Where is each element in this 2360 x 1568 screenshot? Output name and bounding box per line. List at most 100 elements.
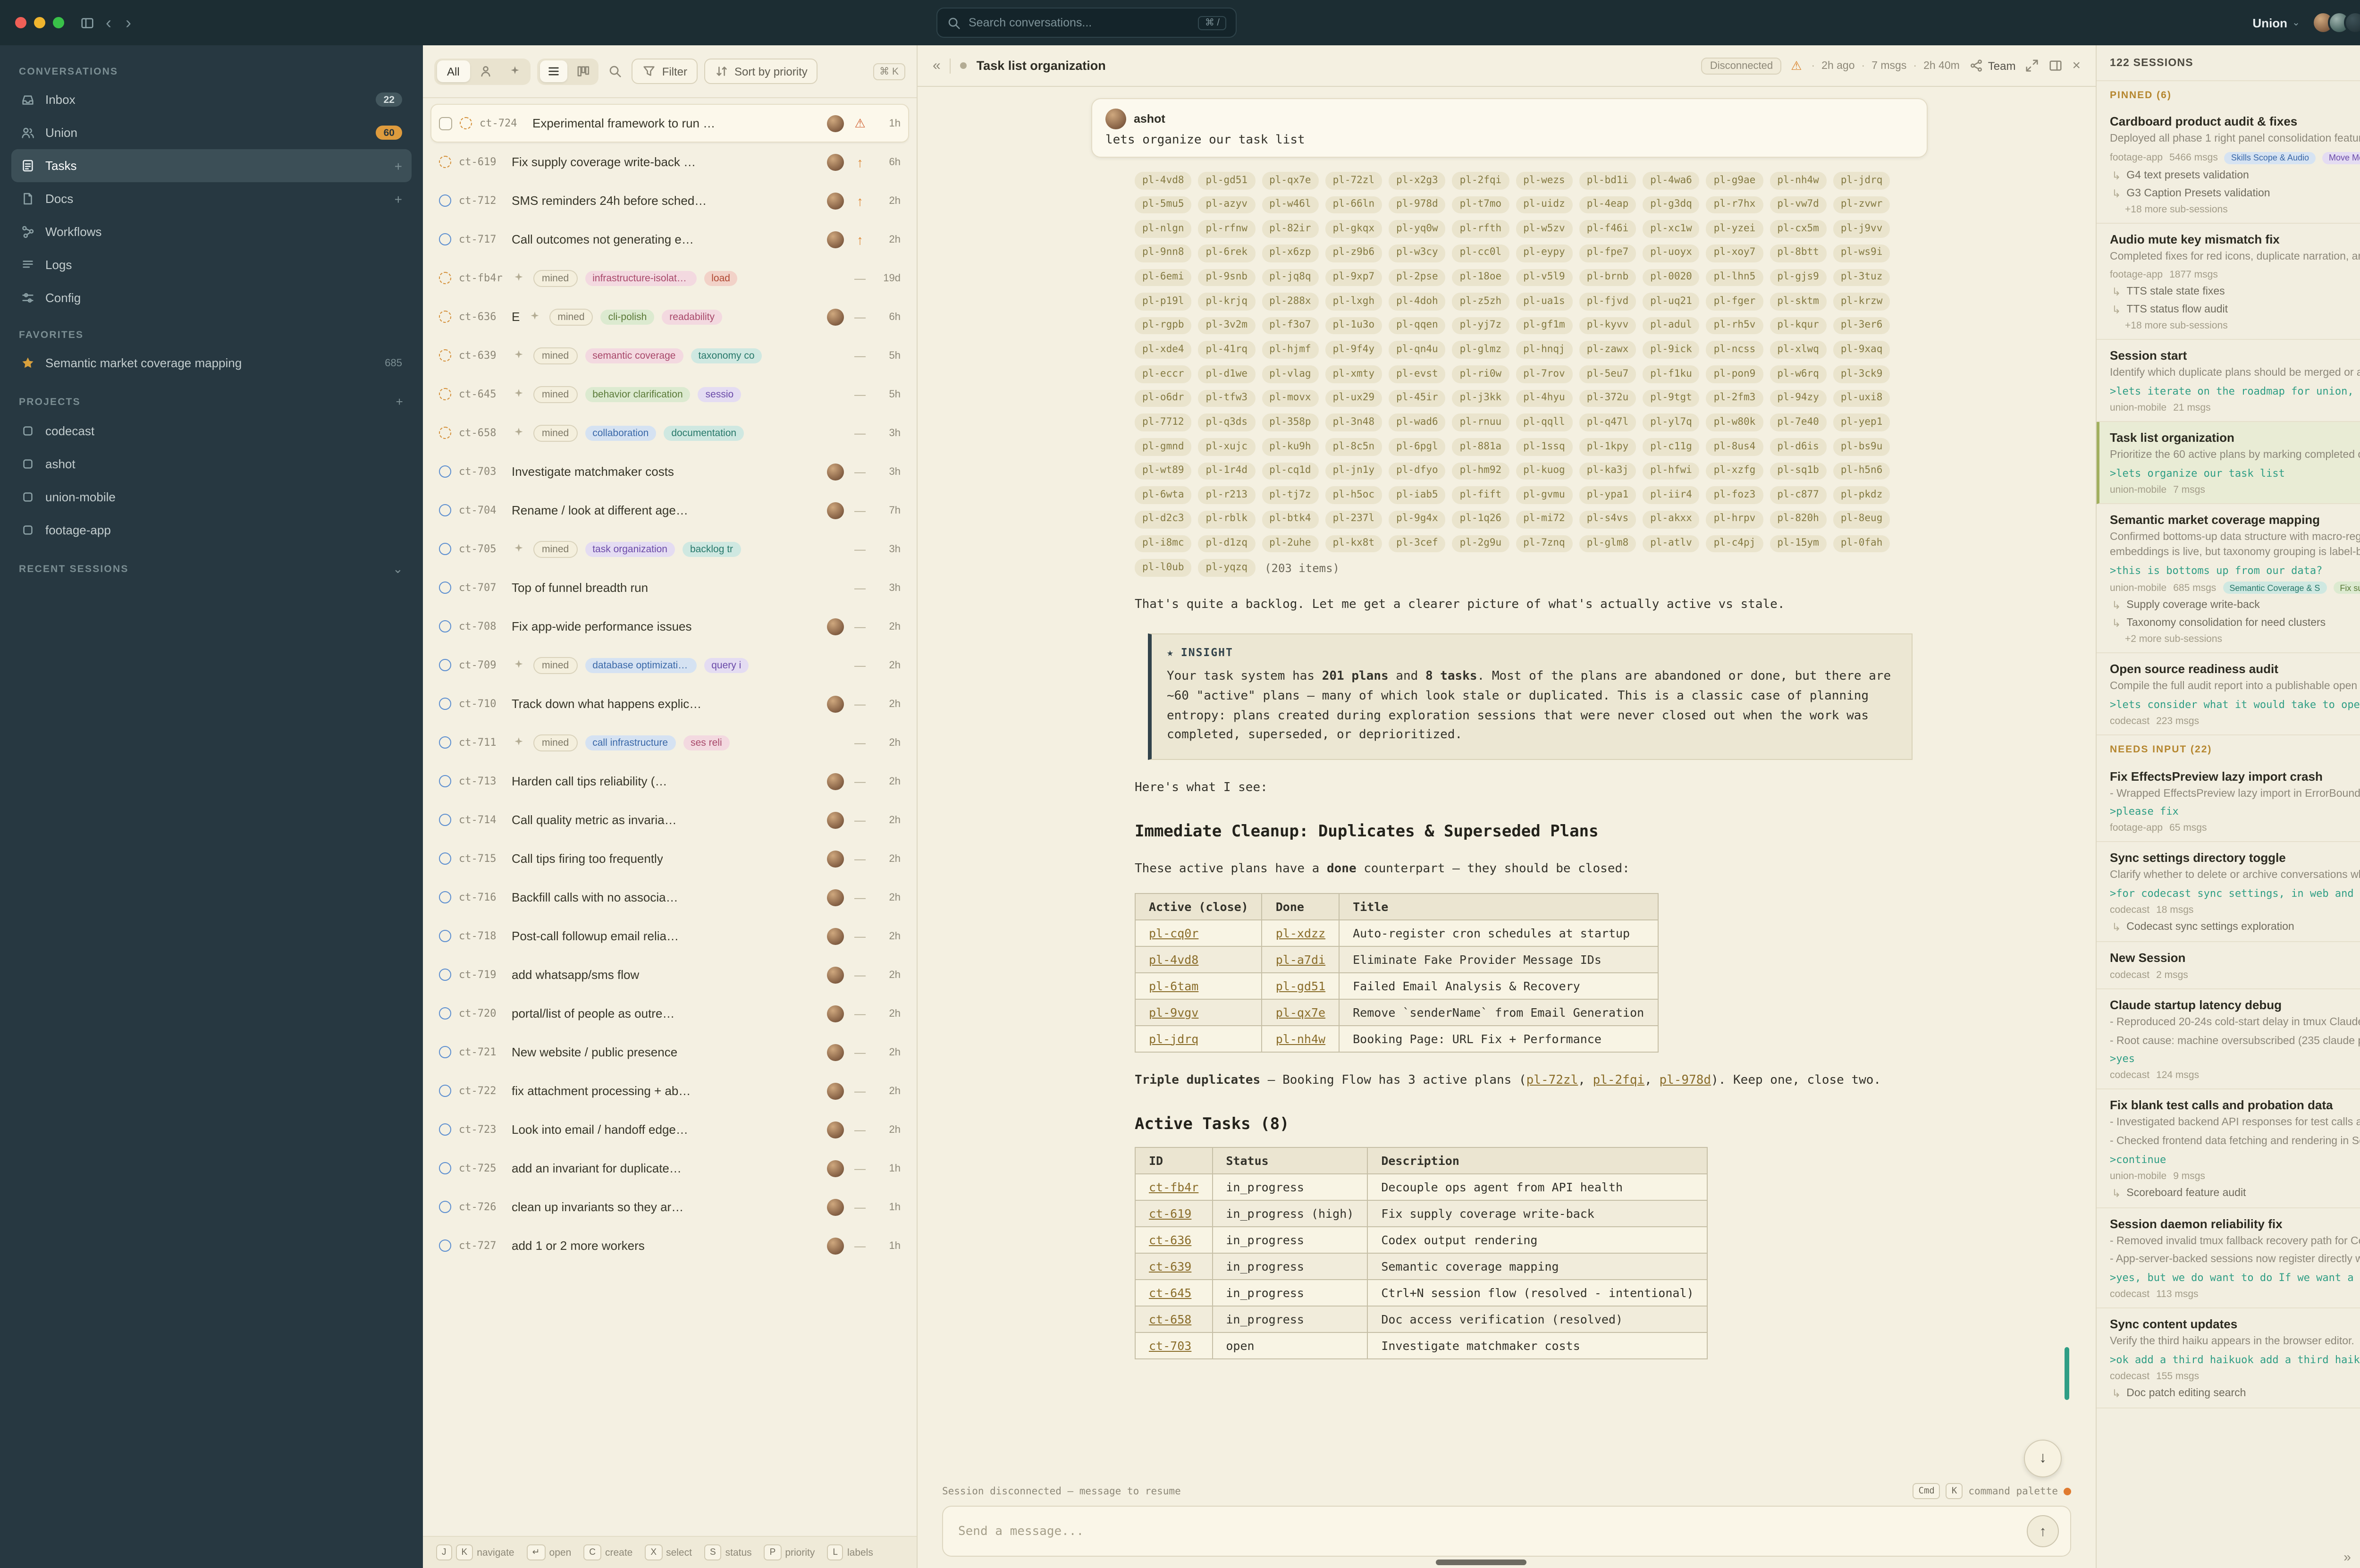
status-icon[interactable] (439, 194, 451, 207)
plan-chip[interactable]: pl-9nn8 (1135, 244, 1192, 262)
plan-chip[interactable]: pl-gvmu (1516, 486, 1573, 504)
plan-chip[interactable]: pl-820h (1770, 510, 1827, 529)
plan-chip[interactable]: pl-7znq (1516, 535, 1573, 553)
id-link[interactable]: ct-636 (1149, 1232, 1192, 1247)
plan-chip[interactable]: pl-kx8t (1325, 535, 1382, 553)
plan-chip[interactable]: pl-uidz (1516, 196, 1573, 214)
label-tag[interactable]: semantic coverage (585, 348, 683, 363)
plan-chip[interactable]: pl-wezs (1516, 172, 1573, 190)
plan-chip[interactable]: pl-c11g (1643, 438, 1700, 456)
plan-chip[interactable]: pl-w6rq (1770, 365, 1827, 383)
plan-chip[interactable]: pl-krzw (1833, 293, 1890, 311)
plan-chip[interactable]: pl-hjmf (1262, 341, 1319, 359)
plan-chip[interactable]: pl-d2c3 (1135, 510, 1192, 529)
mined-tag[interactable]: mined (533, 386, 578, 403)
plan-chip[interactable]: pl-eypy (1516, 244, 1573, 262)
plan-chip[interactable]: pl-hrpv (1706, 510, 1763, 529)
plan-chip[interactable]: pl-4doh (1389, 293, 1446, 311)
plan-chip[interactable]: pl-0fah (1833, 535, 1890, 553)
plan-chip[interactable]: pl-rgpb (1135, 317, 1192, 335)
plan-chip[interactable]: pl-ncss (1706, 341, 1763, 359)
plan-chip[interactable]: pl-6rek (1198, 244, 1256, 262)
plan-chip[interactable]: pl-wad6 (1389, 413, 1446, 432)
id-link[interactable]: pl-qx7e (1275, 1005, 1326, 1019)
status-icon[interactable] (439, 1007, 451, 1020)
assignee-avatar[interactable] (827, 231, 844, 248)
task-row[interactable]: ct-724 Experimental framework to run … ⚠ 1h (430, 104, 909, 143)
plan-chip[interactable]: pl-x2g3 (1389, 172, 1446, 190)
more-sub-sessions[interactable]: +18 more sub-sessions (2125, 203, 2228, 215)
plan-chip[interactable]: pl-s4vs (1579, 510, 1636, 529)
plan-chip[interactable]: pl-45ir (1389, 389, 1446, 407)
plan-chip[interactable]: pl-1q26 (1452, 510, 1509, 529)
plan-chip[interactable]: pl-6emi (1135, 269, 1192, 287)
plan-chip[interactable]: pl-w46l (1262, 196, 1319, 214)
sidebar-item-docs[interactable]: Docs + (11, 182, 412, 215)
label-tag[interactable]: task organization (585, 541, 675, 556)
plan-chip[interactable]: pl-vw7d (1770, 196, 1827, 214)
plan-chip[interactable]: pl-hfwi (1643, 462, 1700, 480)
task-row[interactable]: ct-711 mined call infrastructure ses reli — 2… (430, 723, 909, 762)
id-link[interactable]: pl-4vd8 (1149, 952, 1199, 966)
plan-chip[interactable]: pl-adul (1643, 317, 1700, 335)
plan-chip[interactable]: pl-krjq (1198, 293, 1256, 311)
status-icon[interactable] (439, 1046, 451, 1058)
status-icon[interactable] (439, 659, 451, 671)
id-link[interactable]: pl-6tam (1149, 978, 1199, 993)
plan-chip[interactable]: pl-yqzq (1198, 559, 1256, 577)
session-group-label[interactable]: PINNED (6) (2110, 90, 2172, 101)
sub-session-row[interactable]: ↳Scoreboard feature audit⊕ 343h (2110, 1186, 2360, 1199)
status-icon[interactable] (439, 1201, 451, 1213)
plan-chip[interactable]: pl-movx (1262, 389, 1319, 407)
assignee-avatar[interactable] (827, 850, 844, 867)
plan-chip[interactable]: pl-xzfg (1706, 462, 1763, 480)
mined-tag[interactable]: mined (533, 424, 578, 441)
session-card[interactable]: Claude startup latency debug - Reproduced… (2097, 989, 2360, 1090)
plan-chip[interactable]: pl-9f4y (1325, 341, 1382, 359)
message-scroll-area[interactable]: ashot lets organize our task list pl-4vd… (918, 87, 2096, 1477)
id-link[interactable]: ct-619 (1149, 1206, 1192, 1221)
person-filter-icon[interactable] (472, 60, 499, 82)
sort-button[interactable]: Sort by priority (704, 59, 818, 84)
plan-chip[interactable]: pl-l0ub (1135, 559, 1192, 577)
plan-chip[interactable]: pl-gmnd (1135, 438, 1192, 456)
plan-chip[interactable]: pl-qn4u (1389, 341, 1446, 359)
sidebar-item-tasks[interactable]: Tasks + (11, 149, 412, 182)
plan-chip[interactable]: pl-dfyo (1389, 462, 1446, 480)
plan-chip[interactable]: pl-cq1d (1262, 462, 1319, 480)
plan-chip[interactable]: pl-zvwr (1833, 196, 1890, 214)
scrollbar-thumb[interactable] (2065, 1347, 2069, 1400)
sub-session-row[interactable]: ↳Doc patch editing search⊕ 894h (2110, 1387, 2360, 1400)
label-tag[interactable]: database optimization (585, 658, 697, 673)
expand-icon[interactable] (2025, 59, 2039, 73)
task-row[interactable]: ct-722 fix attachment processing + ab… — 2h (430, 1071, 909, 1110)
plan-chip[interactable]: pl-372u (1579, 389, 1636, 407)
plan-chip[interactable]: pl-jn1y (1325, 462, 1382, 480)
sidebar-item-workflows[interactable]: Workflows (11, 215, 412, 248)
plan-chip[interactable]: pl-v5l9 (1516, 269, 1573, 287)
team-button[interactable]: Team (1969, 59, 2015, 73)
status-icon[interactable] (439, 775, 451, 787)
plan-chip[interactable]: pl-glmz (1452, 341, 1509, 359)
session-card[interactable]: Sync settings directory toggle Clarify wh… (2097, 843, 2360, 943)
plan-chip[interactable]: pl-3n48 (1325, 413, 1382, 432)
plan-chip[interactable]: pl-z9b6 (1325, 244, 1382, 262)
status-icon[interactable] (439, 543, 451, 555)
status-icon[interactable] (439, 736, 451, 749)
plan-chip[interactable]: pl-5mu5 (1135, 196, 1192, 214)
id-link[interactable]: pl-jdrq (1149, 1031, 1199, 1045)
status-icon[interactable] (439, 930, 451, 942)
plan-chip[interactable]: pl-2g9u (1452, 535, 1509, 553)
segment-all[interactable]: All (437, 60, 470, 82)
plan-chip[interactable]: pl-8eug (1833, 510, 1890, 529)
plan-chip[interactable]: pl-6pgl (1389, 438, 1446, 456)
task-row[interactable]: ct-723 Look into email / handoff edge… — 2h (430, 1110, 909, 1149)
filter-button[interactable]: Filter (632, 59, 698, 84)
search-input[interactable]: Search conversations... ⌘ / (936, 8, 1237, 38)
plan-chip[interactable]: pl-uxi8 (1833, 389, 1890, 407)
status-icon[interactable] (439, 465, 451, 478)
assignee-avatar[interactable] (827, 115, 844, 132)
label-tag[interactable]: sessio (698, 387, 742, 402)
sub-session-row[interactable]: ↳ Taxonomy consolidation for need cluster… (2110, 616, 2360, 630)
